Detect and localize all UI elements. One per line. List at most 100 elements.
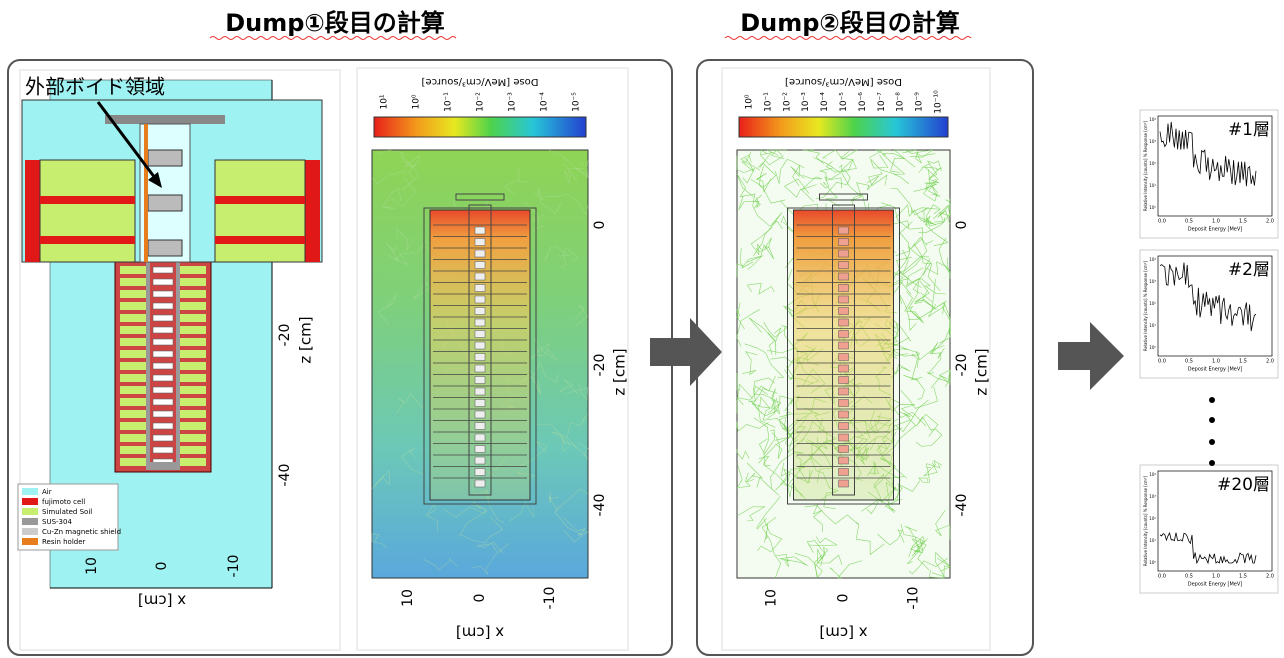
soil (120, 422, 146, 430)
holder (839, 457, 849, 464)
holder (475, 411, 485, 418)
y-label: Relative Intensity [counts] % Response [… (1143, 120, 1148, 211)
soil (120, 302, 146, 310)
holder (153, 447, 173, 453)
spell-underline (210, 37, 456, 40)
ellipsis-dot (1209, 397, 1215, 403)
holder (839, 354, 849, 361)
x-tick-label: -10 (226, 555, 242, 578)
holder (475, 469, 485, 476)
colorbar-tick: 10⁰ (412, 94, 422, 109)
x-tick: 2.0 (1266, 219, 1274, 225)
soil (180, 398, 206, 406)
holder (839, 296, 849, 303)
soil (120, 314, 146, 322)
holder (153, 363, 173, 369)
x-tick: 0.0 (1158, 359, 1166, 365)
holder (839, 388, 849, 395)
soil (180, 374, 206, 382)
colorbar-tick: 10⁻¹ (444, 92, 454, 112)
colorbar (374, 117, 586, 137)
holder (475, 273, 485, 280)
soil (120, 290, 146, 298)
holder (475, 400, 485, 407)
soil (120, 350, 146, 358)
soil (120, 386, 146, 394)
holder (153, 351, 173, 357)
soil (180, 362, 206, 370)
holder (839, 400, 849, 407)
colorbar-title: Dose [MeV/cm³/source] (785, 76, 902, 87)
z-tick-label: 0 (954, 221, 970, 230)
sus (150, 462, 176, 470)
ellipsis-dot (1209, 417, 1215, 423)
y-tick: 10⁴ (1149, 117, 1156, 122)
x-tick-label: 0 (836, 594, 852, 603)
soil (180, 302, 206, 310)
soil (120, 278, 146, 286)
colorbar-title: Dose [MeV/cm³/source] (421, 76, 538, 87)
holder (475, 365, 485, 372)
x-tick: 1.5 (1239, 359, 1247, 365)
soil (120, 362, 146, 370)
legend-swatch (22, 518, 38, 525)
soil (120, 410, 146, 418)
colorbar-tick: 10⁻⁸ (896, 92, 906, 112)
colorbar-tick: 10⁻⁶ (858, 92, 868, 112)
holder (153, 267, 173, 273)
sus (176, 262, 180, 470)
holder (839, 423, 849, 430)
ellipsis-dot (1209, 460, 1215, 466)
layer-label: #2層 (1228, 260, 1270, 280)
legend-label: Resin holder (42, 538, 86, 546)
holder (475, 354, 485, 361)
holder (475, 319, 485, 326)
soil (180, 434, 206, 442)
holder (153, 435, 173, 441)
soil (180, 386, 206, 394)
colorbar-tick: 10⁻² (782, 92, 792, 112)
x-tick-label: 0 (472, 594, 488, 603)
holder (475, 331, 485, 338)
cell-stripe (40, 236, 135, 244)
colorbar-tick: 10⁻³ (801, 92, 811, 112)
holder (153, 327, 173, 333)
layer-label: #1層 (1228, 120, 1270, 140)
holder (839, 480, 849, 487)
holder (475, 457, 485, 464)
ellipsis-dot (1209, 439, 1215, 445)
section-title: Dump①段目の計算 (225, 9, 445, 37)
void-label: 外部ボイド領域 (25, 75, 165, 99)
holder (839, 365, 849, 372)
z-tick-label: -40 (954, 494, 970, 517)
colorbar-tick: 10⁻¹⁰ (934, 90, 944, 114)
soil (180, 326, 206, 334)
colorbar-tick: 10⁻⁹ (915, 92, 925, 112)
legend-swatch (22, 538, 38, 545)
x-tick: 0.5 (1185, 574, 1193, 580)
y-tick: 10⁴ (1149, 472, 1156, 477)
x-tick-label: 10 (84, 557, 100, 575)
holder (153, 291, 173, 297)
colorbar-tick: 10¹ (380, 94, 390, 109)
z-tick-label: 0 (592, 221, 608, 230)
legend-swatch (22, 528, 38, 535)
holder (839, 285, 849, 292)
cell-stripe (215, 236, 305, 244)
soil (180, 278, 206, 286)
y-tick: 10¹ (1149, 323, 1156, 328)
holder (839, 273, 849, 280)
colorbar-tick: 10⁻⁵ (839, 92, 849, 112)
y-tick: 10² (1149, 161, 1156, 166)
cell-wall (25, 160, 40, 262)
x-tick: 0.0 (1158, 219, 1166, 225)
holder (153, 279, 173, 285)
x-tick: 0.0 (1158, 574, 1166, 580)
holder (475, 377, 485, 384)
holder (148, 150, 182, 166)
soil (120, 446, 146, 454)
x-tick: 1.0 (1212, 219, 1220, 225)
x-tick: 2.0 (1266, 359, 1274, 365)
y-tick: 10⁴ (1149, 257, 1156, 262)
x-tick: 1.0 (1212, 359, 1220, 365)
